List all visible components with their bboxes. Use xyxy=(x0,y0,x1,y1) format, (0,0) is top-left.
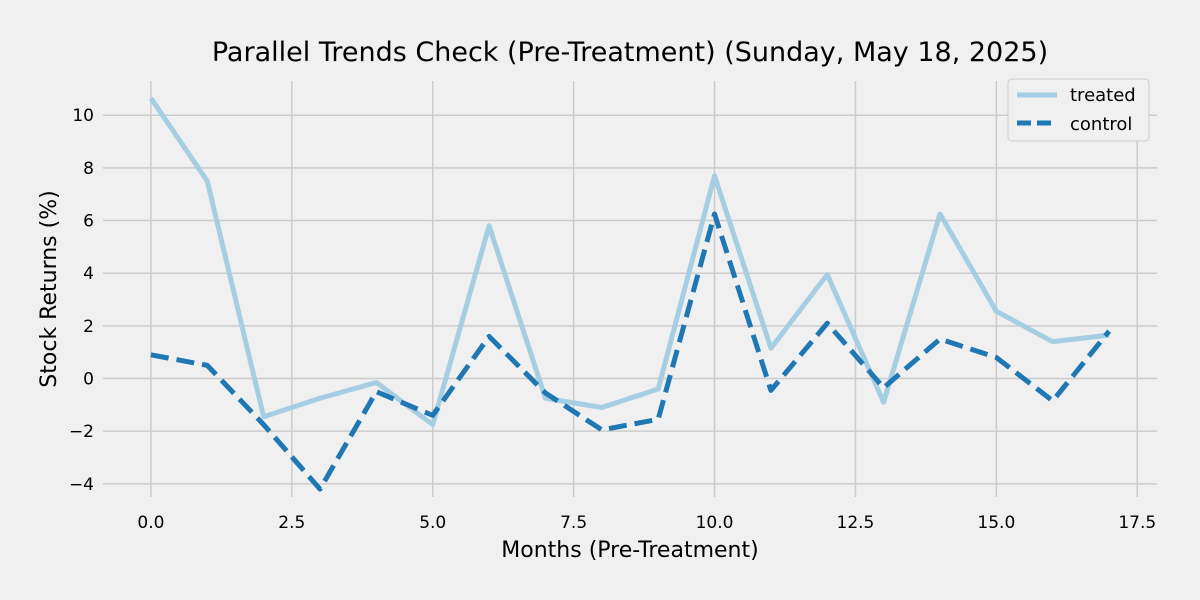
y-tick-label: 10 xyxy=(72,106,94,126)
legend-label-control: control xyxy=(1070,114,1132,135)
y-tick-label: 2 xyxy=(83,317,94,337)
y-tick-label: 6 xyxy=(83,212,94,232)
x-tick-label: 0.0 xyxy=(137,513,164,533)
series-line-treated xyxy=(148,96,1110,428)
y-tick-label: 8 xyxy=(83,159,94,179)
x-tick-label: 17.5 xyxy=(1118,513,1156,533)
x-tick-label: 10.0 xyxy=(696,513,734,533)
x-tick-label: 2.5 xyxy=(278,513,305,533)
y-tick-label: 4 xyxy=(83,264,94,284)
legend: treated control xyxy=(1007,78,1150,142)
x-axis-label: Months (Pre-Treatment) xyxy=(501,538,758,563)
y-axis-label: Stock Returns (%) xyxy=(37,190,62,387)
y-tick-label: 0 xyxy=(83,370,94,390)
legend-label-treated: treated xyxy=(1070,85,1136,106)
x-tick-label: 15.0 xyxy=(977,513,1015,533)
x-tick-label: 7.5 xyxy=(560,513,587,533)
series-line-control xyxy=(150,211,1112,492)
x-tick-label: 5.0 xyxy=(419,513,446,533)
grid xyxy=(103,81,1157,497)
y-axis-ticks: −4 −2 0 2 4 6 8 10 xyxy=(69,106,94,495)
x-tick-label: 12.5 xyxy=(837,513,875,533)
y-tick-label: −2 xyxy=(69,422,94,442)
series-lines xyxy=(148,96,1112,492)
chart-title: Parallel Trends Check (Pre-Treatment) (S… xyxy=(212,37,1048,68)
x-axis-ticks: 0.0 2.5 5.0 7.5 10.0 12.5 15.0 17.5 xyxy=(137,513,1156,533)
y-tick-label: −4 xyxy=(69,475,94,495)
